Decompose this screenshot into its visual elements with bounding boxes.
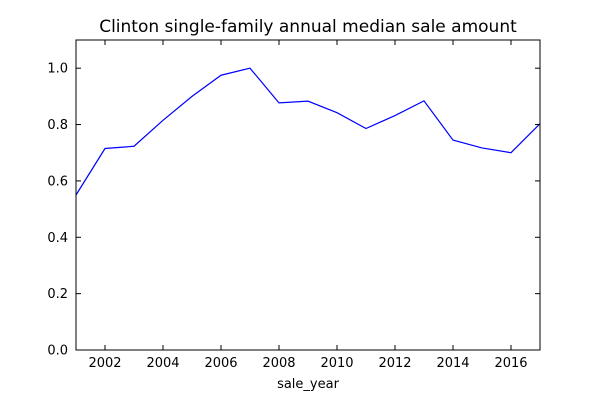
y-tick-label: 0.0: [47, 344, 68, 359]
x-axis-label: sale_year: [277, 377, 340, 392]
x-tick-label: 2008: [262, 356, 295, 371]
x-tick-label: 2014: [436, 356, 469, 371]
x-tick-label: 2004: [146, 356, 179, 371]
x-tick-label: 2002: [88, 356, 121, 371]
x-tick-label: 2012: [378, 356, 411, 371]
y-tick-label: 0.6: [47, 174, 68, 189]
x-tick-label: 2016: [494, 356, 527, 371]
x-tick-label: 2006: [204, 356, 237, 371]
series-line-0: [75, 67, 541, 196]
y-tick-label: 0.2: [47, 287, 68, 302]
plot-area-frame: [75, 39, 541, 351]
y-tick-label: 0.4: [47, 231, 68, 246]
x-tick-label: 2010: [320, 356, 353, 371]
chart-title: Clinton single-family annual median sale…: [99, 17, 517, 37]
series-layer: [75, 67, 541, 196]
y-tick-label: 1.0: [47, 62, 68, 77]
y-tick-label: 0.8: [47, 118, 68, 133]
ticks-layer: 2002 2004 2006 2008 2010 2012 2014 2016 0.0 0.2 0.…: [47, 40, 540, 371]
